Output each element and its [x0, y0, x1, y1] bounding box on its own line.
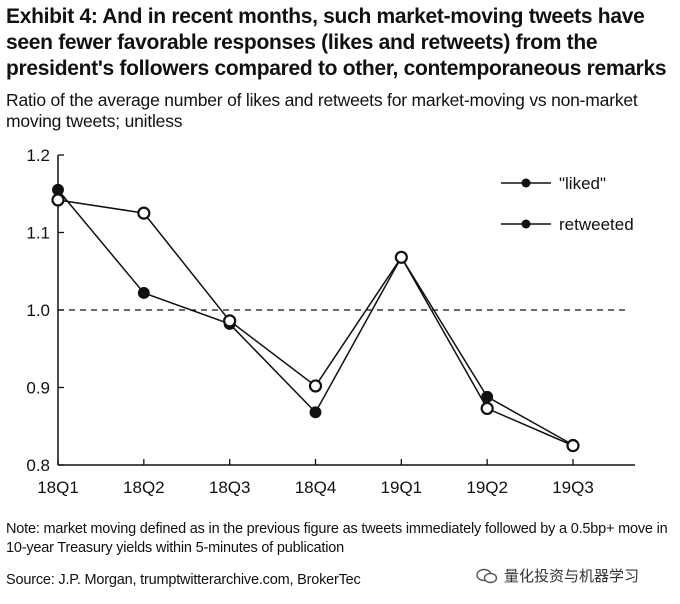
chart-title: Exhibit 4: And in recent months, such ma… — [6, 5, 667, 80]
y-tick-label: 1.1 — [26, 224, 50, 243]
chart-subtitle: Ratio of the average number of likes and… — [6, 90, 638, 131]
marker-liked-4 — [309, 406, 322, 419]
chart-source: Source: J.P. Morgan, trumptwitterarchive… — [6, 572, 361, 588]
x-tick-label: 18Q1 — [37, 478, 79, 497]
series-group — [51, 183, 580, 453]
marker-liked-2 — [137, 287, 150, 299]
legend-label: retweeted — [559, 215, 634, 234]
x-tick-label: 19Q1 — [381, 478, 423, 497]
x-tick-label: 18Q4 — [295, 478, 337, 497]
marker-retweeted-5 — [394, 250, 408, 264]
chart-note: Note: market moving defined as in the pr… — [6, 521, 668, 556]
x-tick-label: 19Q2 — [466, 478, 508, 497]
marker-retweeted-6 — [480, 401, 494, 416]
legend-label: "liked" — [559, 174, 606, 193]
watermark: 量化投资与机器学习 — [476, 565, 639, 586]
marker-retweeted-7 — [566, 439, 580, 453]
marker-retweeted-4 — [308, 379, 323, 393]
y-tick-label: 1.0 — [26, 301, 50, 320]
y-tick-label: 1.2 — [26, 146, 50, 165]
x-tick-label: 19Q3 — [552, 478, 594, 497]
watermark-text: 量化投资与机器学习 — [504, 568, 640, 585]
x-axis: 18Q1 18Q2 18Q3 18Q4 19Q1 19Q2 19Q3 — [37, 459, 635, 497]
line-chart: 0.8 0.9 1.0 1.1 1.2 18Q1 18Q2 18Q3 18Q4 19Q1 19Q2… — [26, 146, 635, 497]
y-axis: 0.8 0.9 1.0 1.1 1.2 — [26, 146, 64, 475]
marker-retweeted-2 — [137, 206, 151, 220]
legend: "liked" retweeted — [501, 174, 634, 234]
y-tick-label: 0.8 — [26, 456, 50, 475]
x-tick-label: 18Q3 — [209, 478, 251, 497]
marker-retweeted-3 — [223, 314, 237, 328]
x-tick-label: 18Q2 — [123, 478, 165, 497]
marker-liked-6 — [481, 390, 494, 403]
legend-marker — [521, 219, 531, 229]
wechat-icon — [476, 568, 498, 583]
y-tick-label: 0.9 — [26, 379, 50, 398]
legend-marker — [521, 178, 531, 188]
marker-retweeted-1 — [51, 193, 65, 207]
